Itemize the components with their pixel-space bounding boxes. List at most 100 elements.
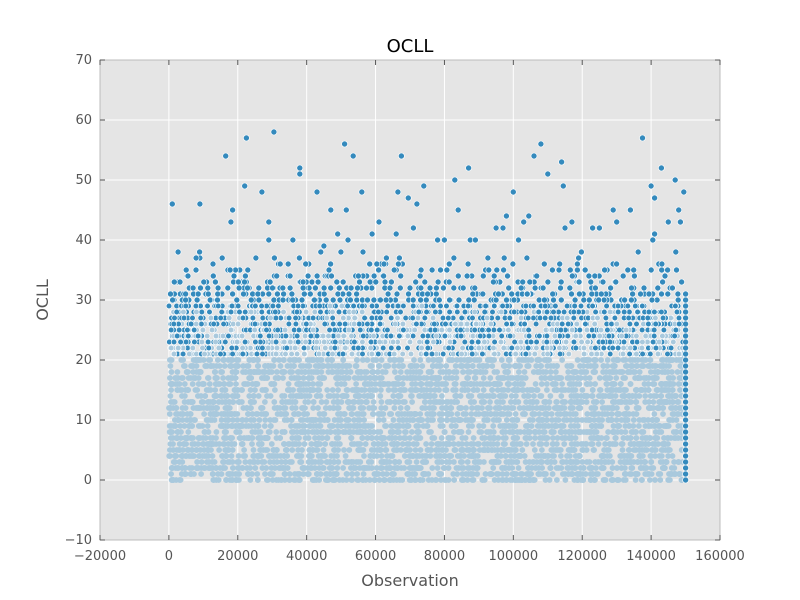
- data-point: [187, 399, 194, 405]
- data-point: [423, 441, 429, 447]
- data-point: [468, 411, 475, 417]
- data-point: [264, 447, 271, 453]
- data-point: [179, 447, 186, 453]
- data-point: [242, 308, 249, 316]
- data-point: [387, 399, 394, 405]
- data-point: [264, 393, 270, 399]
- data-point: [642, 357, 649, 363]
- data-point: [167, 393, 174, 399]
- data-point: [190, 369, 197, 375]
- data-point: [265, 369, 272, 375]
- data-point: [442, 375, 449, 381]
- data-point: [459, 344, 466, 352]
- data-point: [310, 399, 317, 405]
- data-point: [292, 320, 300, 328]
- data-point: [474, 441, 481, 447]
- data-point: [459, 471, 466, 477]
- data-point: [330, 320, 337, 328]
- data-point: [189, 441, 196, 447]
- data-point: [221, 429, 228, 435]
- data-point: [555, 417, 562, 423]
- data-point: [360, 471, 367, 477]
- data-point: [287, 338, 294, 346]
- data-point: [429, 435, 436, 441]
- data-point: [624, 435, 631, 441]
- data-point: [538, 393, 545, 399]
- data-point: [325, 369, 332, 375]
- data-point: [584, 381, 591, 387]
- data-point: [659, 314, 667, 322]
- data-point: [620, 375, 627, 381]
- data-point: [660, 465, 666, 471]
- data-point: [536, 314, 544, 322]
- data-point: [205, 441, 212, 447]
- data-point: [593, 465, 599, 471]
- data-point: [417, 447, 424, 453]
- data-point: [436, 399, 442, 405]
- data-point: [574, 393, 581, 399]
- data-point: [436, 387, 442, 393]
- data-point: [368, 435, 375, 441]
- data-point: [394, 411, 401, 417]
- data-point: [643, 465, 650, 471]
- data-point: [388, 435, 395, 441]
- data-point: [443, 411, 450, 417]
- data-point: [618, 381, 624, 387]
- data-point: [398, 387, 405, 393]
- data-point: [554, 447, 560, 453]
- data-point: [259, 344, 266, 352]
- data-point: [432, 308, 439, 316]
- data-point: [248, 417, 254, 423]
- data-point: [335, 308, 343, 316]
- data-point: [650, 399, 657, 405]
- data-point: [511, 338, 518, 346]
- data-point: [347, 369, 354, 375]
- data-point: [602, 477, 609, 483]
- data-point: [394, 314, 401, 322]
- data-point: [271, 387, 278, 393]
- data-point: [294, 350, 301, 358]
- data-point: [572, 332, 579, 340]
- data-point: [554, 363, 560, 369]
- data-point: [273, 344, 281, 352]
- data-point: [494, 314, 501, 322]
- data-point: [675, 350, 683, 358]
- data-point: [314, 441, 321, 447]
- data-point: [518, 308, 525, 316]
- data-point: [217, 314, 224, 322]
- data-point: [174, 369, 181, 375]
- data-point: [342, 459, 349, 465]
- data-point: [604, 387, 611, 393]
- data-point: [358, 399, 365, 405]
- data-point: [530, 441, 536, 447]
- data-point: [433, 453, 439, 459]
- data-point: [340, 393, 347, 399]
- data-point: [665, 357, 672, 363]
- data-point: [420, 459, 427, 465]
- data-point: [342, 453, 349, 459]
- data-point: [572, 344, 580, 352]
- data-point: [180, 357, 186, 363]
- data-point: [356, 320, 363, 328]
- data-point: [181, 393, 188, 399]
- data-point: [216, 447, 222, 453]
- data-point: [554, 441, 560, 447]
- data-point: [666, 387, 673, 393]
- data-point: [559, 320, 566, 328]
- data-point: [592, 459, 599, 465]
- data-point: [197, 435, 203, 441]
- data-point: [220, 441, 227, 447]
- data-point: [368, 465, 375, 471]
- data-point: [184, 411, 191, 417]
- data-point: [620, 338, 628, 346]
- data-point: [433, 447, 440, 453]
- data-point: [635, 375, 642, 381]
- data-point: [295, 338, 302, 346]
- data-point: [576, 381, 583, 387]
- data-point: [611, 314, 619, 322]
- data-point: [215, 381, 222, 387]
- data-point: [586, 459, 593, 465]
- data-point: [558, 429, 565, 435]
- data-point: [674, 369, 681, 375]
- data-point: [556, 375, 563, 381]
